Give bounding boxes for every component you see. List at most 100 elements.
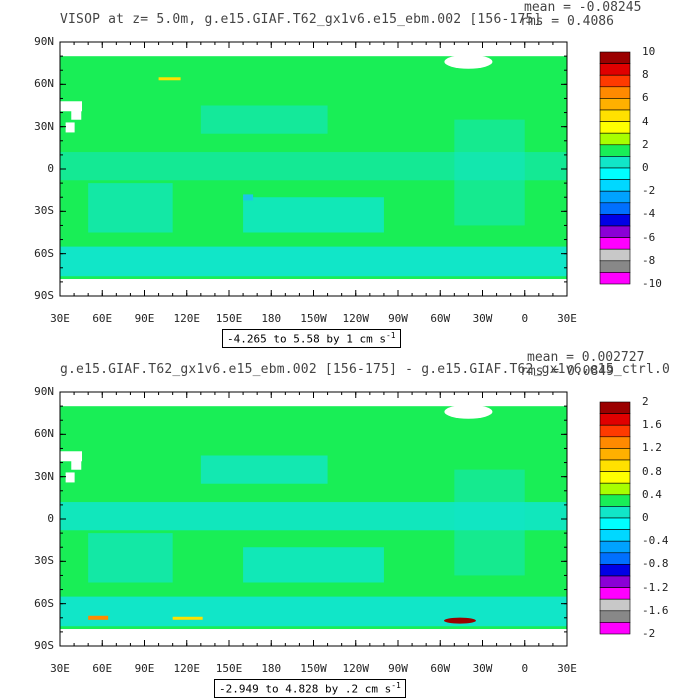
colorbar-swatch bbox=[599, 260, 631, 273]
lat-tick-label: 90N bbox=[34, 35, 54, 48]
colorbar-swatch bbox=[599, 248, 631, 262]
land-patch bbox=[60, 101, 82, 112]
lat-tick-label: 30S bbox=[34, 204, 54, 218]
lon-tick-label: 90E bbox=[134, 312, 155, 325]
lon-tick-label: 150W bbox=[300, 312, 327, 325]
colorbar-tick-label: 0 bbox=[642, 161, 649, 174]
anomaly-mark bbox=[443, 617, 476, 624]
colorbar-tick-label: 6 bbox=[642, 91, 649, 105]
lat-tick-label: 0 bbox=[47, 512, 54, 525]
lon-tick-label: 60W bbox=[430, 662, 451, 675]
colorbar-swatch bbox=[599, 202, 631, 215]
land-patch bbox=[65, 122, 75, 133]
colorbar-swatch bbox=[599, 413, 631, 426]
lat-tick-label: 90S bbox=[34, 289, 54, 302]
southern-ocean-band bbox=[60, 596, 567, 627]
atlantic-patch bbox=[454, 469, 525, 576]
map-panel-top: VISOP at z= 5.0m, g.e15.GIAF.T62_gx1v6.e… bbox=[34, 0, 662, 348]
colorbar-swatch bbox=[599, 156, 631, 169]
colorbar-tick-label: 1.6 bbox=[642, 418, 662, 432]
colorbar-swatch bbox=[599, 436, 631, 449]
lon-tick-label: 120E bbox=[173, 312, 201, 325]
lat-tick-label: 90N bbox=[34, 385, 54, 398]
greenland-landmass bbox=[444, 404, 493, 419]
lat-tick-label: 30N bbox=[34, 469, 54, 483]
lat-tick-label: 30S bbox=[34, 554, 54, 568]
range-label: -2.949 to 4.828 by .2 cm s-1 bbox=[214, 679, 406, 698]
lon-tick-label: 0 bbox=[521, 312, 529, 325]
colorbar-tick-label: -1.2 bbox=[642, 580, 669, 594]
lon-tick-label: 30W bbox=[472, 662, 493, 675]
colorbar-swatch bbox=[599, 448, 631, 461]
colorbar-tick-label: 1.2 bbox=[642, 441, 662, 455]
lon-tick-label: 180 bbox=[261, 312, 282, 325]
colorbar-tick-label: 0 bbox=[642, 511, 649, 524]
colorbar-tick-label: 2 bbox=[642, 137, 649, 151]
colorbar-tick-label: -1.6 bbox=[642, 603, 669, 617]
colorbar-tick-label: -2 bbox=[642, 627, 656, 640]
range-text: -4.265 to 5.58 by 1 cm s bbox=[227, 332, 386, 346]
lon-tick-label: 90W bbox=[388, 312, 408, 325]
anomaly-mark bbox=[172, 616, 203, 620]
lon-tick-label: 90W bbox=[388, 662, 408, 675]
colorbar-tick-label: 0.4 bbox=[642, 487, 662, 501]
range-unit-exponent: -1 bbox=[391, 681, 401, 690]
lon-tick-label: 120W bbox=[342, 312, 370, 325]
colorbar-swatch bbox=[599, 86, 631, 99]
colorbar-swatch bbox=[599, 109, 631, 122]
colorbar-swatch bbox=[599, 132, 631, 146]
colorbar-swatch bbox=[599, 494, 631, 507]
lon-tick-label: 150E bbox=[215, 312, 243, 325]
lon-tick-label: 180 bbox=[261, 662, 282, 675]
land-patch bbox=[71, 109, 82, 120]
colorbar-tick-label: -0.8 bbox=[642, 557, 669, 571]
map-plot bbox=[59, 391, 631, 647]
greenland-landmass bbox=[444, 54, 493, 69]
rms-value: rms = 0.4086 bbox=[520, 14, 614, 29]
colorbar-swatch bbox=[599, 214, 631, 227]
colorbar-swatch bbox=[599, 167, 631, 180]
lat-tick-label: 0 bbox=[47, 162, 54, 175]
colorbar-tick-label: -0.4 bbox=[642, 534, 669, 548]
colorbar-swatch bbox=[599, 610, 631, 623]
colorbar-swatch bbox=[599, 225, 631, 238]
colorbar-swatch bbox=[599, 74, 631, 88]
colorbar-swatch bbox=[599, 121, 631, 134]
colorbar-tick-label: -8 bbox=[642, 253, 656, 267]
colorbar-swatch bbox=[599, 190, 631, 204]
colorbar-swatch bbox=[599, 401, 631, 414]
colorbar-tick-label: -10 bbox=[642, 277, 662, 290]
colorbar-swatch bbox=[599, 459, 631, 472]
lon-tick-label: 30E bbox=[557, 312, 577, 325]
colorbar-tick-label: -6 bbox=[642, 230, 656, 244]
colorbar-swatch bbox=[599, 272, 631, 285]
lat-tick-label: 30N bbox=[34, 119, 54, 133]
map-panel-bottom: g.e15.GIAF.T62_gx1v6.e15_ebm.002 [156-17… bbox=[0, 350, 700, 700]
lon-tick-label: 120E bbox=[173, 662, 201, 675]
lon-tick-label: 60E bbox=[92, 662, 113, 675]
south-pacific-patch bbox=[243, 197, 384, 233]
map-plot bbox=[59, 41, 631, 297]
colorbar-swatch bbox=[599, 63, 631, 76]
lat-tick-label: 60S bbox=[34, 246, 54, 260]
lat-tick-label: 60N bbox=[34, 77, 54, 91]
southern-ocean-band bbox=[60, 246, 567, 277]
colorbar-tick-label: 4 bbox=[642, 114, 649, 128]
panel-title: VISOP at z= 5.0m, g.e15.GIAF.T62_gx1v6.e… bbox=[60, 12, 542, 27]
lon-tick-label: 60W bbox=[430, 312, 451, 325]
lon-tick-label: 150W bbox=[300, 662, 327, 675]
colorbar-swatch bbox=[599, 575, 631, 588]
colorbar-swatch bbox=[599, 482, 631, 496]
anomaly-mark bbox=[88, 615, 109, 620]
mean-value: mean = -0.08245 bbox=[524, 0, 642, 15]
lat-tick-label: 60S bbox=[34, 596, 54, 610]
colorbar-swatch bbox=[599, 237, 631, 250]
range-text: -2.949 to 4.828 by .2 cm s bbox=[219, 682, 392, 696]
lon-tick-label: 90E bbox=[134, 662, 155, 675]
range-label: -4.265 to 5.58 by 1 cm s-1 bbox=[222, 329, 401, 348]
rms-value: rms = 0.0849 bbox=[520, 364, 614, 379]
colorbar-swatch bbox=[599, 144, 631, 157]
colorbar-swatch bbox=[599, 179, 631, 192]
colorbar-swatch bbox=[599, 529, 631, 542]
colorbar-tick-label: 0.8 bbox=[642, 464, 662, 478]
